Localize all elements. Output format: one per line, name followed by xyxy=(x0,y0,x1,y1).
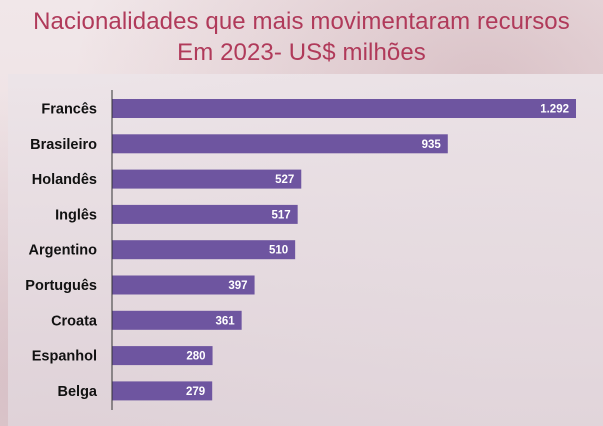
data-label: 280 xyxy=(186,351,205,363)
data-label: 1.292 xyxy=(540,104,569,116)
data-label: 510 xyxy=(269,245,288,257)
bar xyxy=(112,240,296,260)
category-label: Francês xyxy=(41,102,97,118)
category-label: Argentino xyxy=(29,243,98,259)
category-label: Português xyxy=(25,278,97,294)
category-label: Croata xyxy=(51,313,98,329)
category-label: Brasileiro xyxy=(30,137,97,153)
category-label: Inglês xyxy=(55,207,97,223)
category-label: Holandês xyxy=(32,172,97,188)
data-label: 361 xyxy=(215,315,235,327)
bar xyxy=(112,169,302,189)
bar xyxy=(112,275,255,295)
chart-title: Nacionalidades que mais movimentaram rec… xyxy=(0,6,603,68)
bar xyxy=(112,346,213,366)
category-label: Belga xyxy=(58,384,98,400)
data-label: 397 xyxy=(228,280,247,292)
bar xyxy=(112,99,576,118)
data-label: 527 xyxy=(275,174,294,186)
chart-title-line-2: Em 2023- US$ milhões xyxy=(177,39,426,66)
category-label: Espanhol xyxy=(32,349,97,365)
data-label: 279 xyxy=(186,386,205,398)
chart-title-line-1: Nacionalidades que mais movimentaram rec… xyxy=(33,8,570,35)
bar xyxy=(112,381,213,401)
data-label: 517 xyxy=(271,209,290,221)
bar xyxy=(112,134,448,154)
bar xyxy=(112,204,298,224)
bar xyxy=(112,310,242,330)
data-label: 935 xyxy=(422,139,442,151)
plot-panel xyxy=(8,74,603,426)
